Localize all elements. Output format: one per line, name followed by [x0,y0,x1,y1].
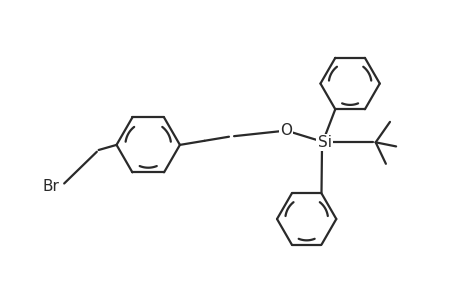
Text: Si: Si [317,135,331,150]
Text: O: O [280,123,291,138]
Text: Br: Br [43,179,59,194]
